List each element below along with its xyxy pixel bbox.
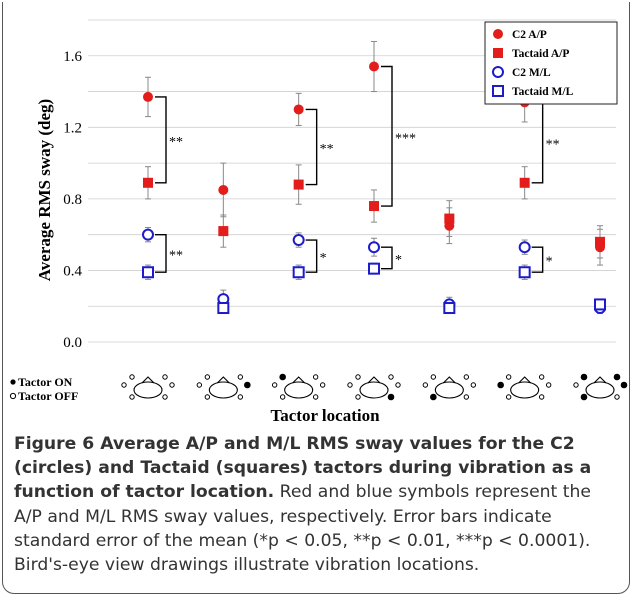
legend-marker	[493, 29, 503, 39]
caption-body: Red and blue symbols represent the A/P a…	[14, 482, 591, 576]
tactor-diagrams	[9, 373, 628, 401]
c2-ml-point	[292, 234, 305, 247]
legend-entry: Tactaid M/L	[512, 86, 574, 98]
significance-bracket: **	[305, 108, 334, 186]
y-tick-label: 0.8	[63, 192, 82, 208]
tactor-on-key: Tactor ON	[18, 375, 73, 389]
c2-ap-point	[369, 61, 379, 72]
y-tick-label: 1.6	[63, 49, 82, 65]
c2-ml-point	[142, 228, 154, 241]
y-tick-label: 1.2	[63, 120, 82, 136]
figure-caption: Figure 6 Average A/P and M/L RMS sway va…	[14, 432, 622, 577]
x-axis-label: Tactor location	[270, 406, 380, 425]
caption-title: Figure 6 Average A/P and M/L RMS sway va…	[14, 434, 592, 503]
significance-bracket: **	[531, 101, 560, 184]
tactor-diagram	[573, 373, 628, 401]
tactor-diagram	[271, 373, 326, 400]
significance-bracket: *	[305, 239, 327, 273]
tactor-diagram	[422, 374, 477, 401]
tactaid-ml-point	[368, 262, 380, 275]
y-axis-label: Average RMS sway (deg)	[35, 99, 54, 281]
significance-bracket: **	[155, 96, 183, 184]
chart: 0.00.40.81.21.6 ************** C2 A/PTac…	[9, 19, 628, 425]
c2-ap-point	[143, 91, 153, 102]
tactaid-ap-point	[218, 226, 229, 237]
tactaid-ml-point	[518, 266, 531, 279]
tactaid-ap-point	[595, 236, 605, 247]
legend-box	[484, 21, 618, 105]
significance-label: **	[546, 138, 560, 153]
significance-label: *	[320, 251, 327, 266]
tactor-diagram	[196, 374, 251, 400]
legend-entry: Tactaid A/P	[512, 48, 569, 60]
legend: C2 A/P Tactaid A/P C2 M/L Tactaid M/L	[484, 21, 618, 105]
tactaid-ap-point	[293, 179, 304, 190]
tactaid-ml-point	[292, 266, 305, 279]
y-axis: 0.0 0.4 0.8 1.2 1.6	[63, 49, 82, 351]
y-tick-label: 0.4	[63, 263, 82, 279]
significance-bracket: *	[381, 246, 402, 270]
significance-label: **	[169, 248, 183, 263]
significance-label: *	[395, 253, 402, 268]
tactor-diagram	[497, 374, 552, 400]
legend-entry: C2 A/P	[512, 29, 547, 41]
legend-marker	[492, 85, 504, 97]
tactor-diagram	[347, 374, 401, 401]
c2-ap-point	[218, 184, 229, 195]
figure-frame	[2, 2, 630, 594]
c2-ml-point	[368, 241, 380, 254]
tactaid-ap-point	[143, 177, 153, 188]
tactor-off-dot	[9, 392, 17, 400]
tactor-off-key: Tactor OFF	[18, 389, 78, 403]
significance-bracket: *	[531, 246, 553, 273]
tactaid-ap-point	[519, 177, 530, 188]
c2-ap-point	[293, 104, 304, 115]
y-tick-label: 0.0	[63, 335, 82, 351]
legend-marker	[493, 48, 503, 58]
tactaid-ml-point	[594, 298, 606, 311]
significance-label: ***	[395, 131, 416, 146]
significance-bracket: **	[155, 233, 183, 273]
tactaid-ml-point	[217, 302, 230, 315]
tactaid-ml-point	[443, 302, 456, 315]
significance-label: **	[320, 142, 334, 157]
significance-label: *	[546, 255, 553, 270]
data-markers	[142, 61, 606, 315]
tactaid-ap-point	[369, 201, 379, 212]
significance-bracket: ***	[381, 65, 416, 207]
significance-label: **	[169, 135, 183, 150]
tactaid-ap-point	[444, 213, 455, 224]
tactaid-ml-point	[142, 266, 154, 279]
legend-marker	[492, 66, 504, 78]
tactor-on-dot	[10, 379, 16, 385]
legend-entry: C2 M/L	[512, 67, 551, 79]
c2-ml-point	[518, 241, 531, 254]
tactor-diagram	[121, 374, 175, 400]
